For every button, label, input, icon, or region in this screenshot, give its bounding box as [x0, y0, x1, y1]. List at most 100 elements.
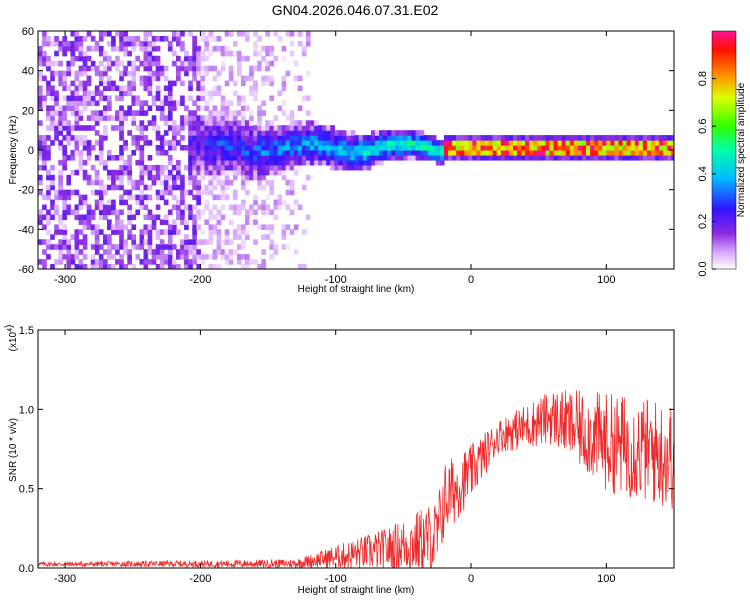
spectrogram-cell	[212, 90, 218, 97]
spectrogram-cell	[184, 219, 189, 225]
spectrogram-cell	[391, 140, 396, 146]
spectrogram-cell	[66, 45, 72, 52]
spectrogram-cell	[297, 145, 303, 151]
spectrogram-cell	[66, 130, 72, 136]
spectrogram-cell	[626, 145, 632, 151]
spectrogram-cell	[464, 135, 469, 141]
spectrogram-cell	[314, 150, 319, 156]
spectrogram-cell	[269, 239, 275, 245]
spectrogram-cell	[54, 259, 59, 265]
spectrogram-cell	[42, 194, 47, 201]
spectrogram-cell	[305, 174, 311, 181]
spectrogram-cell	[224, 31, 230, 37]
spectrogram-cell	[184, 145, 189, 151]
spectrogram-cell	[123, 115, 128, 121]
spectrogram-cell	[147, 169, 153, 176]
spectrogram-cell	[395, 135, 400, 141]
spectrogram-cell	[46, 189, 51, 196]
spectrogram-cell	[74, 204, 80, 211]
spectrogram-cell	[107, 249, 112, 255]
spectrogram-cell	[131, 214, 137, 221]
spectrogram-cell	[38, 150, 43, 156]
spectrogram-cell	[338, 135, 344, 141]
spectrogram-cell	[66, 70, 72, 77]
spectrogram-cell	[143, 229, 149, 235]
spectrogram-cell	[98, 50, 104, 57]
spectrogram-cell	[155, 125, 161, 131]
spectrogram-cell	[468, 145, 473, 151]
spectrogram-cell	[98, 75, 104, 82]
spectrogram-cell	[448, 150, 453, 156]
spectrogram-cell	[66, 249, 72, 255]
spectrogram-cell	[642, 135, 648, 141]
spectrogram-cell	[216, 70, 222, 77]
spectrogram-cell	[370, 130, 376, 136]
spectrogram-cell	[366, 145, 372, 151]
spectrogram-cell	[200, 174, 206, 181]
spectrogram-cell	[439, 145, 445, 151]
spectrogram-cell	[94, 239, 100, 245]
spectrogram-cell	[82, 125, 88, 131]
spectrogram-cell	[147, 140, 153, 146]
spectrogram-cell	[147, 184, 153, 191]
spectrogram-cell	[192, 249, 197, 255]
spectrogram-cell	[62, 85, 68, 92]
spectrogram-cell	[419, 130, 425, 136]
spectrogram-cell	[435, 140, 441, 146]
spectrogram-cell	[667, 140, 672, 146]
spectrogram-ytick-label: 20	[22, 105, 34, 117]
spectrogram-cell	[614, 155, 620, 161]
spectrogram-cell	[638, 140, 644, 146]
spectrogram-cell	[602, 140, 607, 146]
spectrogram-cell	[350, 159, 356, 166]
spectrogram-cell	[220, 194, 226, 201]
spectrogram-cell	[147, 40, 153, 47]
spectrogram-cell	[188, 130, 193, 136]
spectrogram-cell	[98, 45, 104, 52]
spectrogram-cell	[192, 164, 197, 171]
spectrogram-cell	[58, 110, 63, 116]
spectrogram-cell	[82, 169, 88, 176]
spectrogram-cell	[139, 45, 145, 52]
spectrogram-cell	[200, 259, 206, 265]
spectrogram-cell	[167, 184, 173, 191]
spectrogram-cell	[188, 95, 193, 102]
spectrogram-cell	[310, 120, 315, 126]
spectrogram-cell	[176, 125, 181, 131]
spectrogram-cell	[549, 150, 555, 156]
spectrogram-cell	[119, 219, 124, 225]
spectrogram-cell	[62, 204, 68, 211]
spectrogram-cell	[119, 209, 124, 216]
spectrogram-cell	[172, 130, 177, 136]
spectrogram-cell	[208, 189, 214, 196]
spectrogram-cell	[66, 100, 72, 106]
spectrogram-cell	[553, 145, 559, 151]
spectrogram-cell	[167, 140, 173, 146]
spectrogram-cell	[249, 65, 254, 72]
spectrogram-cell	[151, 174, 157, 181]
spectrogram-cell	[220, 159, 226, 166]
spectrogram-cell	[167, 169, 173, 176]
spectrogram-cell	[663, 140, 668, 146]
spectrogram-cell	[415, 140, 421, 146]
spectrogram-cell	[98, 204, 104, 211]
spectrogram-cell	[82, 239, 88, 245]
spectrogram-cell	[488, 135, 494, 141]
spectrogram-cell	[403, 140, 409, 146]
spectrogram-cell	[147, 249, 153, 255]
spectrogram-cell	[147, 224, 153, 230]
spectrogram-cell	[322, 130, 327, 136]
spectrogram-cell	[196, 155, 201, 161]
spectrogram-cell	[54, 100, 59, 106]
spectrogram-cell	[54, 50, 59, 57]
spectrogram-cell	[338, 130, 344, 136]
spectrogram-cell	[103, 164, 108, 171]
spectrogram-cell	[180, 179, 185, 186]
spectrogram-cell	[58, 214, 63, 221]
spectrogram-cell	[188, 65, 193, 72]
spectrogram-cell	[74, 239, 80, 245]
spectrogram-cell	[147, 75, 153, 82]
spectrogram-cell	[180, 244, 185, 250]
spectrogram-cell	[62, 40, 68, 47]
spectrogram-cell	[135, 100, 141, 106]
